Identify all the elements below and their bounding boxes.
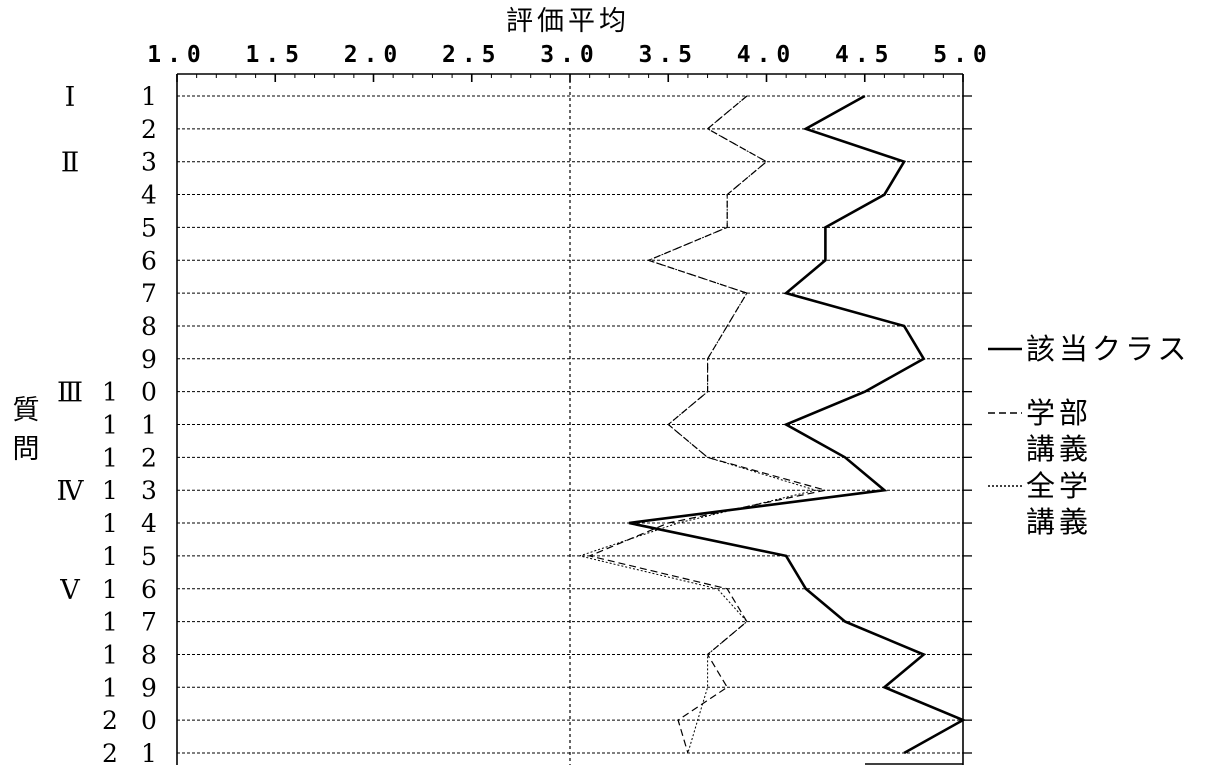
section-labels: Ⅰ Ⅱ Ⅲ Ⅳ Ⅴ <box>57 82 85 606</box>
question-number-tens: 1 <box>102 640 118 669</box>
question-number-tens: 1 <box>102 673 118 702</box>
question-number-ones: 8 <box>141 640 157 669</box>
y-axis-label-char: 質 <box>13 395 40 426</box>
legend-label: 講義 <box>1026 432 1092 466</box>
section-label: Ⅴ <box>59 575 80 606</box>
question-number-tens: 1 <box>102 443 118 472</box>
x-tick-label: 2.5 <box>442 42 502 68</box>
question-number-ones: 8 <box>141 312 157 341</box>
question-number-tens: 1 <box>102 411 118 440</box>
x-tick-label: 2.0 <box>344 42 404 68</box>
section-label: Ⅲ <box>57 378 83 409</box>
question-number-tens: 1 <box>102 509 118 538</box>
x-tick-label: 5.0 <box>933 42 993 68</box>
question-number-ones: 6 <box>141 575 157 604</box>
question-number-ones: 2 <box>141 115 157 144</box>
data-series <box>577 94 966 755</box>
plot-area <box>176 73 964 765</box>
question-number-tens: 2 <box>102 706 118 735</box>
question-number-tens: 1 <box>102 608 118 637</box>
question-number-ones: 6 <box>141 246 157 275</box>
question-number-ones: 5 <box>141 213 157 242</box>
x-tick-label: 4.5 <box>835 42 895 68</box>
x-tick-label: 4.0 <box>737 42 797 68</box>
question-number-tens: 1 <box>102 542 118 571</box>
question-number-tens: 1 <box>102 378 118 407</box>
y-axis-label: 質問 <box>13 395 40 465</box>
series-line-solid <box>628 94 966 755</box>
question-number-tens: 2 <box>102 739 118 768</box>
question-number-ones: 1 <box>141 411 157 440</box>
question-number-ones: 7 <box>141 279 157 308</box>
grid-lines <box>177 74 972 765</box>
question-number-ones: 3 <box>141 476 157 505</box>
x-tick-label: 1.5 <box>245 42 305 68</box>
section-label: Ⅰ <box>65 82 76 113</box>
legend-label: 全学 <box>1026 469 1092 503</box>
series-line-dotted <box>577 95 818 754</box>
question-number-ones: 7 <box>141 608 157 637</box>
x-tick-label: 3.5 <box>638 42 698 68</box>
question-number-ones: 4 <box>141 181 157 210</box>
question-number-tens: 1 <box>102 575 118 604</box>
question-number-ones: 2 <box>141 443 157 472</box>
chart-title: 評価平均 <box>506 6 630 37</box>
question-number-ones: 0 <box>141 706 157 735</box>
question-number-ones: 9 <box>141 673 157 702</box>
legend-label: 該当クラス <box>1026 332 1190 366</box>
y-axis-label-char: 問 <box>13 434 40 465</box>
question-number-ones: 9 <box>141 345 157 374</box>
section-label: Ⅳ <box>57 476 85 507</box>
question-number-ones: 5 <box>141 542 157 571</box>
x-tick-label: 3.0 <box>540 42 600 68</box>
question-number-ones: 0 <box>141 378 157 407</box>
question-number-ones: 1 <box>141 82 157 111</box>
question-number-ones: 4 <box>141 509 157 538</box>
question-number-tens: 1 <box>102 476 118 505</box>
x-axis-tick-labels: 1.0 1.5 2.0 2.5 3.0 3.5 4.0 4.5 5.0 <box>147 42 993 68</box>
x-tick-label: 1.0 <box>147 42 207 68</box>
section-label: Ⅱ <box>61 148 79 179</box>
legend-label: 講義 <box>1026 505 1092 539</box>
question-number-ones: 1 <box>141 739 157 768</box>
legend-label: 学部 <box>1026 396 1092 430</box>
question-number-ones: 3 <box>141 148 157 177</box>
